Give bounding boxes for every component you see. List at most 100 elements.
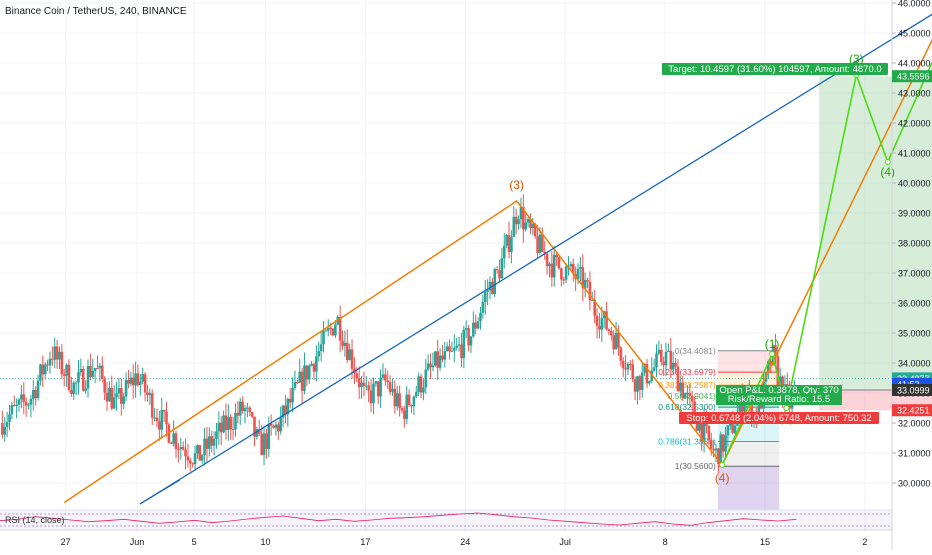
candle-body bbox=[424, 369, 428, 388]
candle-body bbox=[208, 436, 211, 449]
price-badge-bg bbox=[892, 404, 932, 417]
candle-body bbox=[588, 281, 592, 301]
candle-body bbox=[198, 445, 202, 461]
candle-body bbox=[438, 355, 442, 368]
candle-body bbox=[629, 363, 632, 365]
candle-body bbox=[22, 394, 26, 402]
candle-body bbox=[367, 385, 370, 391]
candle-body bbox=[405, 394, 409, 419]
candle-body bbox=[643, 364, 646, 373]
trend-line-blue-start bbox=[139, 479, 181, 505]
target-label: Target: 10.4597 (31.60%) 104597, Amount:… bbox=[668, 64, 881, 75]
candle-body bbox=[131, 377, 135, 386]
candle-body bbox=[34, 389, 37, 399]
candle-body bbox=[303, 365, 306, 391]
candle-body bbox=[479, 312, 482, 322]
candle-body bbox=[193, 453, 197, 465]
candle-body bbox=[495, 269, 499, 271]
candle-body bbox=[690, 396, 694, 402]
projected-wave-green bbox=[721, 60, 932, 466]
candle-body bbox=[510, 237, 513, 253]
candle-body bbox=[667, 350, 670, 352]
candle-body bbox=[419, 376, 423, 393]
wave-label: (3) bbox=[509, 178, 524, 192]
candle-body bbox=[341, 340, 344, 346]
candle-body bbox=[174, 433, 178, 450]
candle-body bbox=[196, 445, 199, 454]
candle-body bbox=[160, 409, 164, 430]
candle-body bbox=[453, 347, 456, 351]
candle-body bbox=[134, 373, 137, 386]
rsi-line bbox=[0, 512, 797, 526]
candle-body bbox=[60, 351, 64, 375]
candle-body bbox=[519, 206, 523, 220]
candle-body bbox=[560, 268, 563, 280]
candle-body bbox=[612, 335, 615, 350]
candle-body bbox=[778, 376, 782, 386]
stop-label: Stop: 0.6748 (2.04%) 6748, Amount: 750.3… bbox=[686, 413, 871, 424]
candle-body bbox=[400, 407, 404, 411]
candle-body bbox=[502, 245, 506, 259]
candle-body bbox=[733, 425, 737, 433]
candle-body bbox=[581, 267, 585, 289]
x-tick-label: 8 bbox=[663, 537, 668, 547]
candle-body bbox=[457, 344, 461, 346]
candle-body bbox=[146, 392, 149, 395]
candle-body bbox=[717, 448, 720, 465]
candle-body bbox=[433, 351, 437, 366]
candle-body bbox=[657, 349, 661, 354]
candle-body bbox=[469, 336, 473, 346]
candle-body bbox=[243, 407, 247, 412]
candle-body bbox=[293, 382, 297, 388]
candle-body bbox=[557, 257, 561, 269]
candle-body bbox=[86, 365, 90, 389]
candle-body bbox=[450, 350, 454, 352]
candle-body bbox=[767, 361, 770, 374]
candle-body bbox=[624, 368, 627, 370]
candle-body bbox=[552, 254, 556, 278]
candle-body bbox=[448, 346, 451, 352]
price-badge-bg bbox=[892, 384, 932, 397]
candle-body bbox=[426, 363, 430, 370]
candle-body bbox=[100, 365, 104, 379]
candle-body bbox=[181, 446, 185, 450]
candle-body bbox=[91, 370, 95, 378]
wave-point bbox=[884, 159, 891, 165]
candle-body bbox=[217, 422, 221, 432]
candle-body bbox=[678, 382, 682, 392]
candle-body bbox=[103, 378, 106, 393]
y-tick-label: 41.0000 bbox=[898, 149, 931, 159]
candle-body bbox=[491, 281, 494, 295]
candle-body bbox=[688, 392, 692, 397]
candle-body bbox=[8, 414, 11, 422]
rsi-label: RSI (14, close) bbox=[5, 515, 65, 525]
y-tick-label: 36.0000 bbox=[898, 299, 931, 309]
candle-body bbox=[257, 429, 261, 434]
candle-body bbox=[410, 405, 413, 407]
candle-body bbox=[652, 367, 656, 371]
target-label-bg bbox=[662, 63, 888, 75]
fib-zone bbox=[717, 372, 780, 386]
candle-body bbox=[538, 234, 542, 253]
candle-body bbox=[74, 382, 78, 384]
candle-body bbox=[674, 362, 677, 367]
candle-body bbox=[291, 387, 294, 403]
wave-point bbox=[783, 405, 790, 411]
candle-body bbox=[607, 329, 611, 332]
candle-body bbox=[500, 258, 504, 279]
fib-level-label: 1(30.5600) bbox=[675, 461, 716, 471]
candle-body bbox=[72, 382, 76, 394]
candle-body bbox=[757, 397, 761, 420]
candle-body bbox=[467, 328, 470, 346]
candle-body bbox=[395, 393, 399, 407]
candle-body bbox=[322, 330, 325, 345]
candle-body bbox=[464, 328, 468, 330]
candle-body bbox=[315, 356, 318, 372]
price-badge: 43.5596 bbox=[897, 72, 930, 82]
candle-body bbox=[136, 373, 140, 385]
candle-body bbox=[505, 235, 508, 246]
candle-body bbox=[279, 417, 282, 432]
fib-level-label: 0.786(31.3835) bbox=[658, 436, 716, 446]
